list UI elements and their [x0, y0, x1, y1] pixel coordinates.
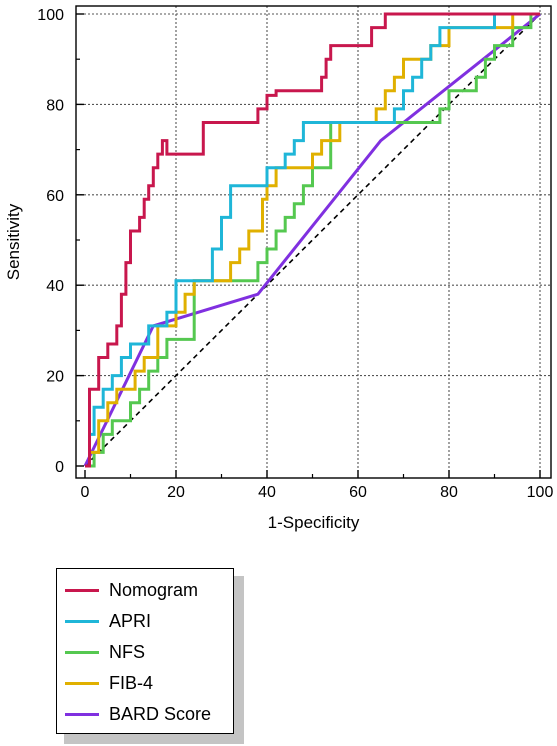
- legend-label: Nomogram: [109, 580, 199, 600]
- x-tick-label: 100: [527, 484, 554, 501]
- axis-ticks: 0 20 40 60 80 100 0 20 40 60 80 100: [37, 7, 553, 501]
- series-layer: [83, 12, 541, 468]
- grid: [76, 6, 551, 478]
- legend-swatch: [65, 682, 99, 685]
- x-tick-label: 0: [81, 484, 90, 501]
- y-tick-label: 40: [46, 278, 64, 295]
- legend: Nomogram APRI NFS FIB-4 BARD Score: [56, 568, 234, 734]
- legend-item-nfs: NFS: [65, 637, 233, 668]
- legend-item-fib4: FIB-4: [65, 668, 233, 699]
- legend-item-apri: APRI: [65, 606, 233, 637]
- y-axis-title: Sensitivity: [4, 203, 23, 280]
- x-axis-title: 1-Specificity: [268, 513, 360, 532]
- series-line-fib-4: [85, 12, 540, 468]
- x-tick-label: 40: [258, 484, 276, 501]
- legend-label: APRI: [109, 611, 152, 631]
- series-line-bard-score: [83, 12, 541, 467]
- plot-frame: [75, 5, 552, 479]
- legend-label: FIB-4: [109, 673, 154, 693]
- legend-label: NFS: [109, 642, 145, 662]
- legend-item-nomogram: Nomogram: [65, 575, 233, 606]
- series-line-nomogram: [85, 12, 540, 468]
- legend-item-bard-score: BARD Score: [65, 699, 233, 730]
- y-tick-label: 0: [55, 459, 64, 476]
- series-line-apri: [85, 12, 540, 468]
- x-tick-label: 20: [167, 484, 185, 501]
- y-tick-label: 20: [46, 369, 64, 386]
- legend-swatch: [65, 620, 99, 623]
- legend-swatch: [65, 589, 99, 592]
- y-tick-label: 100: [37, 7, 64, 24]
- series-line-nfs: [85, 12, 540, 468]
- y-tick-label: 80: [46, 97, 64, 114]
- legend-swatch: [65, 713, 99, 716]
- reference-diagonal: [84, 13, 541, 467]
- roc-chart: 0 20 40 60 80 100 0 20 40 60 80 100 1-Specificity S…: [4, 5, 553, 532]
- legend-label: BARD Score: [109, 704, 212, 724]
- legend-swatch: [65, 651, 99, 654]
- y-tick-label: 60: [46, 188, 64, 205]
- x-tick-label: 80: [440, 484, 458, 501]
- x-tick-label: 60: [349, 484, 367, 501]
